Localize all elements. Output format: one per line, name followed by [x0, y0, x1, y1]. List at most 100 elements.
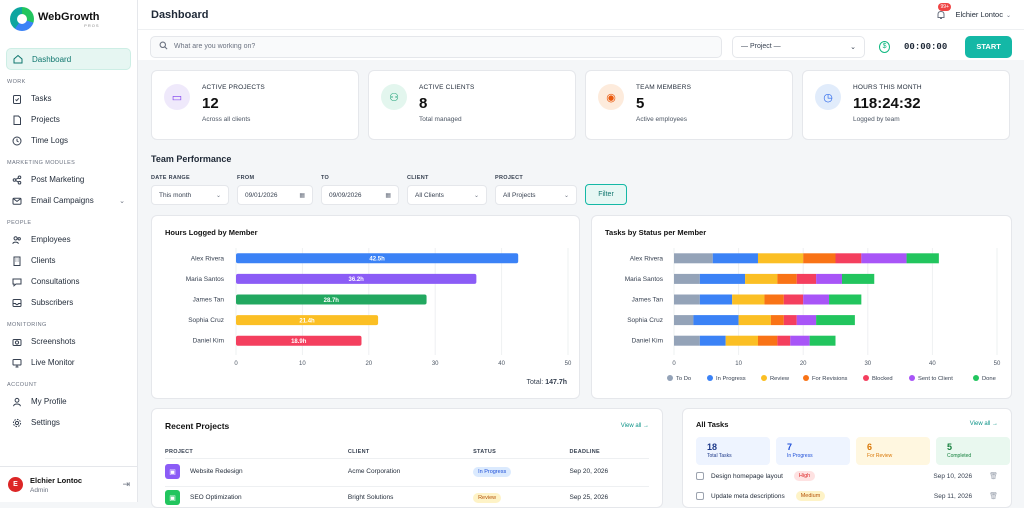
- table-row[interactable]: ▣ Website Redesign Acme Corporation In Prog…: [165, 464, 649, 479]
- trash-icon[interactable]: 🗑: [989, 473, 998, 480]
- logout-icon[interactable]: ⇥: [122, 479, 130, 489]
- bar[interactable]: [236, 335, 362, 346]
- stacked-bar-segment[interactable]: [699, 335, 726, 346]
- stacked-bar-segment[interactable]: [699, 273, 746, 284]
- stacked-bar-segment[interactable]: [674, 273, 700, 284]
- stacked-bar-segment[interactable]: [809, 335, 836, 346]
- stacked-bar-segment[interactable]: [674, 253, 713, 264]
- stacked-bar-segment[interactable]: [783, 294, 804, 305]
- billable-dollar-icon[interactable]: $: [879, 40, 891, 53]
- stacked-bar-segment[interactable]: [674, 294, 700, 305]
- avatar[interactable]: E: [8, 477, 23, 492]
- sidebar-item-employees[interactable]: Employees: [0, 229, 137, 250]
- stacked-bar-segment[interactable]: [725, 335, 758, 346]
- client-select[interactable]: All Clients ⌄: [407, 185, 487, 205]
- sidebar-item-post-marketing[interactable]: Post Marketing: [0, 169, 137, 190]
- stat-value: 8: [419, 95, 428, 112]
- stacked-bar-segment[interactable]: [816, 315, 855, 326]
- stacked-bar-segment[interactable]: [699, 294, 733, 305]
- stacked-bar-segment[interactable]: [738, 315, 771, 326]
- stacked-bar-segment[interactable]: [757, 335, 778, 346]
- stacked-bar-segment[interactable]: [777, 273, 797, 284]
- stacked-bar-segment[interactable]: [906, 253, 939, 264]
- inbox-icon: [12, 298, 22, 308]
- sidebar-item-screenshots[interactable]: Screenshots: [0, 331, 137, 352]
- stacked-bar-segment[interactable]: [796, 315, 817, 326]
- task-summary-tile[interactable]: 5 Completed: [936, 437, 1010, 465]
- stacked-bar-segment[interactable]: [829, 294, 862, 305]
- stacked-bar-segment[interactable]: [861, 253, 907, 264]
- section-account: ACCOUNT: [7, 382, 37, 388]
- stacked-bar-segment[interactable]: [745, 273, 778, 284]
- project-filter-select[interactable]: All Projects ⌄: [495, 185, 577, 205]
- stacked-bar-segment[interactable]: [803, 253, 836, 264]
- task-row[interactable]: Design homepage layout High Sep 10, 2026 🗑: [696, 471, 998, 481]
- project-select[interactable]: — Project — ⌄: [732, 35, 866, 58]
- sidebar-item-label: Live Monitor: [31, 358, 75, 367]
- sidebar-item-projects[interactable]: Projects: [0, 109, 137, 130]
- filter-button[interactable]: Filter: [585, 184, 627, 205]
- bar[interactable]: [236, 315, 379, 326]
- stacked-bar-segment[interactable]: [790, 335, 810, 346]
- project-icon: ▣: [165, 490, 180, 505]
- stacked-bar-segment[interactable]: [816, 273, 842, 284]
- date-range-label: DATE RANGE: [151, 175, 190, 181]
- task-summary-tile[interactable]: 6 For Review: [856, 437, 930, 465]
- stacked-bar-segment[interactable]: [835, 253, 862, 264]
- sidebar-item-tasks[interactable]: Tasks: [0, 88, 137, 109]
- all-tasks-view-all[interactable]: View all →: [969, 421, 998, 427]
- recent-projects-title: Recent Projects: [165, 421, 230, 431]
- project-name[interactable]: SEO Optimization: [190, 494, 242, 501]
- from-date-field[interactable]: 09/01/2026 ▦: [237, 185, 313, 205]
- bar[interactable]: [236, 253, 519, 264]
- bar[interactable]: [236, 273, 477, 284]
- task-search[interactable]: [150, 35, 722, 58]
- stacked-bar-segment[interactable]: [674, 335, 700, 346]
- sidebar-item-clients[interactable]: Clients: [0, 250, 137, 271]
- x-tick-label: 0: [234, 361, 238, 367]
- stacked-bar-segment[interactable]: [783, 315, 797, 326]
- stacked-bar-segment[interactable]: [803, 294, 830, 305]
- brand-logo[interactable]: WebGrowth PROS: [0, 0, 137, 38]
- sidebar-item-subscribers[interactable]: Subscribers: [0, 292, 137, 313]
- task-summary-tile[interactable]: 18 Total Tasks: [696, 437, 770, 465]
- task-name: Design homepage layout: [711, 472, 783, 480]
- stacked-bar-segment[interactable]: [796, 273, 817, 284]
- task-checkbox[interactable]: [696, 472, 704, 480]
- sidebar-item-time-logs[interactable]: Time Logs: [0, 130, 137, 151]
- chevron-down-icon[interactable]: ⌄: [119, 197, 125, 205]
- to-date-field[interactable]: 09/09/2026 ▦: [321, 185, 399, 205]
- sidebar-item-my-profile[interactable]: My Profile: [0, 391, 137, 412]
- stacked-bar-segment[interactable]: [777, 335, 791, 346]
- sidebar-item-live-monitor[interactable]: Live Monitor: [0, 352, 137, 373]
- notification-bell-icon[interactable]: 99+: [935, 2, 951, 21]
- table-row[interactable]: ▣ SEO Optimization Bright Solutions Review S…: [165, 490, 649, 505]
- task-checkbox[interactable]: [696, 492, 704, 500]
- project-name[interactable]: Website Redesign: [190, 468, 243, 475]
- stacked-bar-segment[interactable]: [841, 273, 875, 284]
- start-button[interactable]: START: [965, 35, 1012, 58]
- sidebar-item-settings[interactable]: Settings: [0, 412, 137, 433]
- search-input[interactable]: [174, 43, 713, 50]
- legend-label: Blocked: [872, 376, 893, 382]
- stacked-bar-segment[interactable]: [764, 294, 784, 305]
- bar[interactable]: [236, 294, 427, 305]
- stacked-bar-segment[interactable]: [693, 315, 739, 326]
- stacked-bar-segment[interactable]: [712, 253, 758, 264]
- user-menu-name: Elchier Lontoc: [955, 10, 1003, 19]
- sidebar-item-consultations[interactable]: Consultations: [0, 271, 137, 292]
- stacked-bar-segment[interactable]: [732, 294, 765, 305]
- recent-projects-view-all[interactable]: View all →: [620, 423, 649, 429]
- stacked-bar-segment[interactable]: [770, 315, 784, 326]
- trash-icon[interactable]: 🗑: [989, 493, 998, 500]
- user-menu[interactable]: Elchier Lontoc ⌄: [955, 10, 1011, 19]
- col-client: CLIENT: [347, 449, 370, 455]
- sidebar-item-dashboard[interactable]: Dashboard: [6, 48, 131, 70]
- task-row[interactable]: Update meta descriptions Medium Sep 11, 20…: [696, 491, 998, 501]
- status-badge: Review: [473, 492, 502, 503]
- date-range-select[interactable]: This month ⌄: [151, 185, 229, 205]
- stacked-bar-segment[interactable]: [674, 315, 694, 326]
- stacked-bar-segment[interactable]: [757, 253, 804, 264]
- sidebar-item-email-campaigns[interactable]: Email Campaigns ⌄: [0, 190, 137, 211]
- task-summary-tile[interactable]: 7 In Progress: [776, 437, 850, 465]
